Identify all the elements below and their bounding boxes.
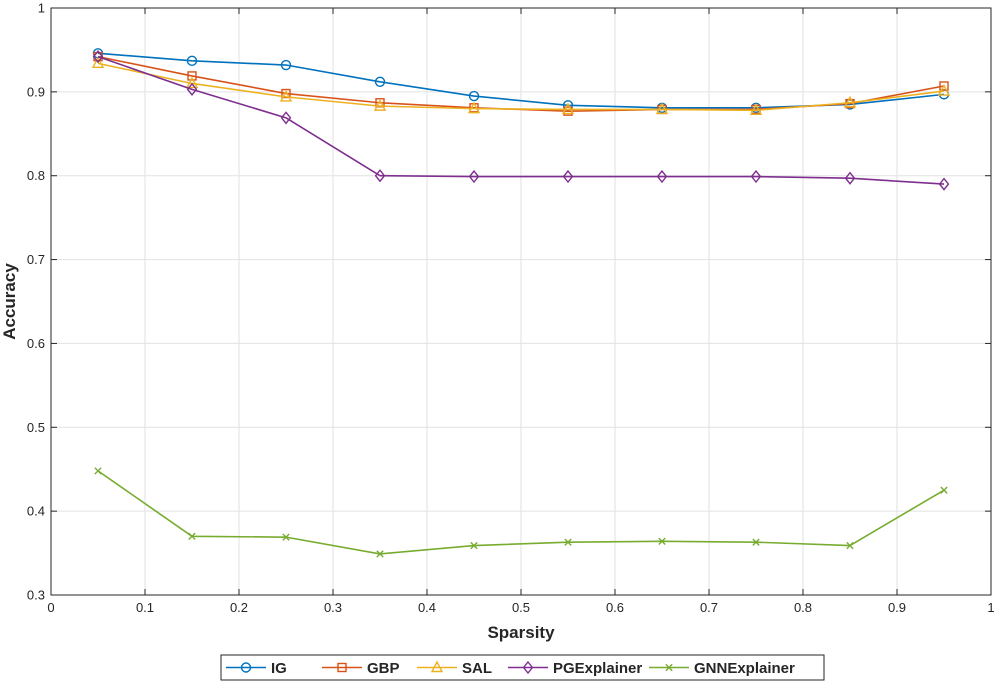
x-tick-label: 0.6: [606, 600, 624, 615]
x-tick-label: 0.8: [794, 600, 812, 615]
data-point-x: [376, 550, 384, 558]
y-tick-label: 0.6: [27, 336, 45, 351]
data-point-triangle: [279, 89, 293, 102]
data-point-diamond: [750, 169, 762, 184]
data-point-circle: [240, 662, 252, 673]
data-point-triangle: [655, 102, 669, 115]
data-point-triangle: [467, 101, 481, 114]
data-point-diamond: [92, 50, 104, 64]
data-point-circle: [468, 90, 480, 102]
x-tick-label: 0.3: [324, 600, 342, 615]
data-point-circle: [280, 59, 292, 71]
series-lines: [91, 48, 951, 558]
legend-label: GNNExplainer: [694, 660, 795, 677]
legend-entry-gbp: GBP: [322, 660, 400, 677]
data-point-diamond: [280, 111, 292, 125]
x-axis-label: Sparsity: [487, 623, 555, 642]
data-point-square: [187, 71, 197, 81]
series-line-pgexplainer: [97, 55, 945, 185]
legend-label: SAL: [462, 660, 492, 677]
data-point-square: [939, 81, 949, 91]
x-tick-label: 0.7: [700, 600, 718, 615]
data-point-diamond: [938, 177, 950, 191]
data-point-triangle: [373, 99, 387, 111]
data-point-triangle: [91, 56, 105, 69]
x-tick-label: 1: [987, 600, 994, 615]
x-tick-label: 0.5: [512, 600, 530, 615]
axis-ticks: 0 0.1 0.2 0.3 0.4 0.5 0.6 0.7 0.8 0.9 1 0.3 0.4 0.5 0.…: [27, 1, 995, 616]
series-line-sal: [97, 62, 945, 112]
y-tick-label: 0.5: [27, 420, 45, 435]
data-point-x: [564, 538, 572, 546]
y-tick-label: 0.8: [27, 168, 45, 183]
data-point-triangle: [749, 103, 763, 116]
legend-entry-gnnexplainer: GNNExplainer: [649, 660, 795, 677]
data-point-diamond: [656, 169, 668, 184]
data-point-x: [665, 663, 673, 672]
data-point-x: [94, 467, 102, 475]
legend: IG GBP SAL PGExplainer GNNExplainer: [220, 654, 825, 681]
data-point-circle: [374, 76, 386, 87]
legend-label: GBP: [367, 660, 400, 677]
data-point-triangle: [843, 95, 857, 108]
data-point-x: [940, 486, 948, 494]
x-tick-label: 0.4: [418, 600, 436, 615]
data-point-triangle: [561, 102, 575, 115]
series-sal: [91, 56, 951, 116]
data-point-x: [470, 541, 478, 550]
data-point-x: [658, 537, 666, 546]
legend-entry-pgexplainer: PGExplainer: [508, 660, 642, 677]
data-point-x: [752, 538, 760, 546]
y-tick-label: 0.3: [27, 588, 45, 603]
series-gnnexplainer: [94, 467, 948, 558]
data-point-triangle: [937, 84, 951, 96]
y-tick-label: 0.7: [27, 252, 45, 267]
x-tick-label: 0.9: [888, 600, 906, 615]
data-point-x: [188, 532, 196, 540]
data-point-diamond: [562, 169, 574, 184]
data-point-square: [337, 662, 347, 673]
data-point-x: [282, 533, 290, 541]
data-point-x: [846, 541, 854, 550]
y-axis-label: Accuracy: [0, 263, 19, 340]
data-point-triangle: [430, 660, 444, 673]
legend-label: PGExplainer: [553, 660, 642, 677]
series-pgexplainer: [92, 50, 950, 191]
legend-entry-ig: IG: [226, 660, 287, 677]
y-tick-label: 0.9: [27, 84, 45, 99]
data-point-diamond: [186, 82, 198, 96]
y-tick-label: 0.4: [27, 504, 45, 519]
data-point-diamond: [844, 171, 856, 185]
legend-label: IG: [271, 660, 287, 677]
x-tick-label: 0.2: [230, 600, 248, 615]
data-point-diamond: [468, 169, 480, 184]
data-point-diamond: [374, 169, 386, 183]
y-tick-label: 1: [38, 1, 45, 16]
data-point-diamond: [522, 660, 534, 675]
legend-entry-sal: SAL: [417, 660, 492, 677]
series-line-gnnexplainer: [97, 470, 945, 555]
x-tick-label: 0.1: [136, 600, 154, 615]
data-point-circle: [186, 55, 198, 67]
x-tick-label: 0: [47, 600, 54, 615]
data-point-triangle: [185, 76, 199, 89]
